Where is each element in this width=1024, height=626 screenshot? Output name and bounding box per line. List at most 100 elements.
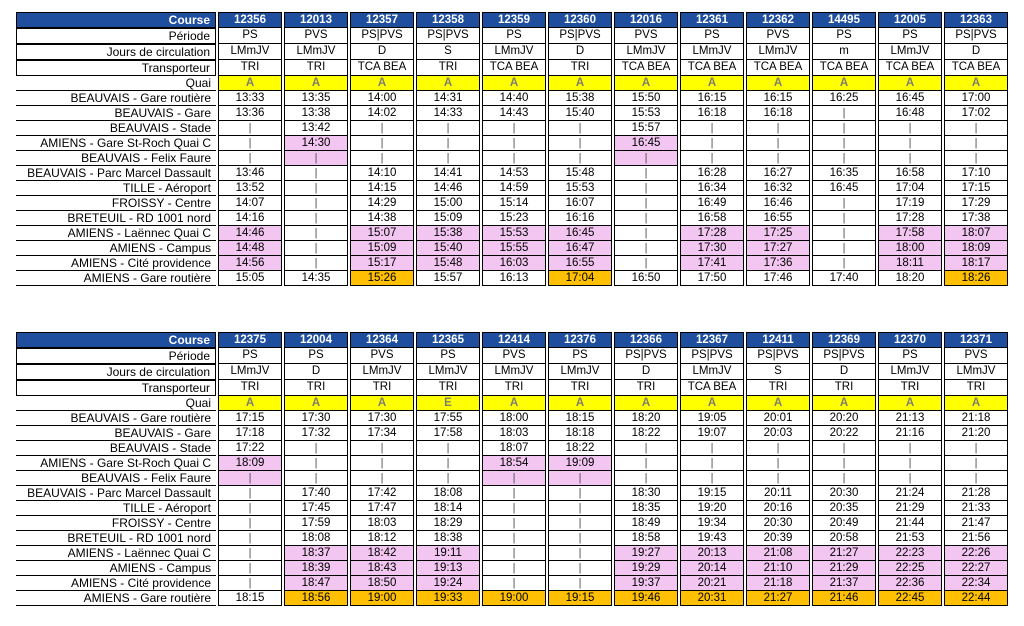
course-number: 12004 xyxy=(284,332,348,348)
time-cell: 19:15 xyxy=(548,591,612,606)
time-cell: 18:08 xyxy=(416,486,480,501)
transporteur-row-label: Transporteur xyxy=(16,60,216,76)
table-row: AMIENS - Laënnec Quai C 14:46 | 15:07 15:38 1… xyxy=(16,226,1008,241)
time-cell: 18:42 xyxy=(350,546,414,561)
table-row: AMIENS - Gare St-Roch Quai C 18:09 | | | 18:5… xyxy=(16,456,1008,471)
no-stop-cell: | xyxy=(614,241,678,256)
periode-value: PS xyxy=(878,348,942,364)
jours-value: m xyxy=(812,44,876,60)
time-cell: 18:54 xyxy=(482,456,546,471)
no-stop-cell: | xyxy=(614,471,678,486)
time-cell: 16:58 xyxy=(878,166,942,181)
course-number: 12367 xyxy=(680,332,744,348)
no-stop-cell: | xyxy=(680,151,744,166)
transporteur-value: TCA BEA xyxy=(944,60,1008,76)
jours-value: LMmJV xyxy=(680,364,744,380)
table-row: BEAUVAIS - Felix Faure | | | | | | | | | | | | xyxy=(16,471,1008,486)
no-stop-cell: | xyxy=(482,151,546,166)
jours-value: LMmJV xyxy=(482,44,546,60)
time-cell: 15:53 xyxy=(548,181,612,196)
time-cell: 16:16 xyxy=(548,211,612,226)
no-stop-cell: | xyxy=(284,166,348,181)
no-stop-cell: | xyxy=(878,136,942,151)
table-row: AMIENS - Gare routière 15:05 14:35 15:26 15:… xyxy=(16,271,1008,286)
time-cell: 15:57 xyxy=(614,121,678,136)
quai-value: A xyxy=(878,396,942,411)
transporteur-value: TRI xyxy=(350,380,414,396)
no-stop-cell: | xyxy=(746,151,810,166)
time-cell: 14:48 xyxy=(218,241,282,256)
no-stop-cell: | xyxy=(812,441,876,456)
course-number: 12360 xyxy=(548,12,612,28)
transporteur-value: TCA BEA xyxy=(614,60,678,76)
time-cell: 17:27 xyxy=(746,241,810,256)
time-cell: 16:07 xyxy=(548,196,612,211)
time-cell: 18:43 xyxy=(350,561,414,576)
transporteur-value: TRI xyxy=(416,60,480,76)
time-cell: 19:27 xyxy=(614,546,678,561)
time-cell: 22:36 xyxy=(878,576,942,591)
time-cell: 21:08 xyxy=(746,546,810,561)
time-cell: 20:35 xyxy=(812,501,876,516)
time-cell: 14:16 xyxy=(218,211,282,226)
time-cell: 17:18 xyxy=(218,426,282,441)
quai-row-label: Quai xyxy=(16,76,216,91)
quai-value: A xyxy=(746,76,810,91)
time-cell: 16:45 xyxy=(878,91,942,106)
no-stop-cell: | xyxy=(680,441,744,456)
time-cell: 18:20 xyxy=(614,411,678,426)
no-stop-cell: | xyxy=(284,196,348,211)
time-cell: 21:10 xyxy=(746,561,810,576)
time-cell: 13:35 xyxy=(284,91,348,106)
time-cell: 14:41 xyxy=(416,166,480,181)
time-cell: 17:41 xyxy=(680,256,744,271)
time-cell: 18:30 xyxy=(614,486,678,501)
time-cell: 18:56 xyxy=(284,591,348,606)
time-cell: 19:29 xyxy=(614,561,678,576)
course-number: 12371 xyxy=(944,332,1008,348)
periode-value: PS xyxy=(548,348,612,364)
transporteur-value: TRI xyxy=(416,380,480,396)
no-stop-cell: | xyxy=(812,241,876,256)
no-stop-cell: | xyxy=(812,151,876,166)
time-cell: 15:48 xyxy=(416,256,480,271)
no-stop-cell: | xyxy=(548,501,612,516)
time-cell: 17:02 xyxy=(944,106,1008,121)
time-cell: 21:44 xyxy=(878,516,942,531)
no-stop-cell: | xyxy=(218,576,282,591)
quai-value: A xyxy=(812,396,876,411)
no-stop-cell: | xyxy=(812,106,876,121)
no-stop-cell: | xyxy=(284,181,348,196)
time-cell: 17:46 xyxy=(746,271,810,286)
station-name: BEAUVAIS - Stade xyxy=(16,441,216,456)
no-stop-cell: | xyxy=(680,471,744,486)
time-cell: 17:28 xyxy=(680,226,744,241)
table-row: AMIENS - Cité providence 14:56 | 15:17 15:48… xyxy=(16,256,1008,271)
time-cell: 21:46 xyxy=(812,591,876,606)
time-cell: 14:46 xyxy=(218,226,282,241)
time-cell: 19:05 xyxy=(680,411,744,426)
jours-value: LMmJV xyxy=(614,44,678,60)
time-cell: 17:34 xyxy=(350,426,414,441)
time-cell: 17:22 xyxy=(218,441,282,456)
no-stop-cell: | xyxy=(548,121,612,136)
table-row: AMIENS - Cité providence | 18:47 18:50 19:24… xyxy=(16,576,1008,591)
time-cell: 15:38 xyxy=(416,226,480,241)
time-cell: 21:33 xyxy=(944,501,1008,516)
course-number: 12357 xyxy=(350,12,414,28)
no-stop-cell: | xyxy=(416,456,480,471)
table-row: AMIENS - Gare St-Roch Quai C | 14:30 | | | | 16… xyxy=(16,136,1008,151)
time-cell: 18:49 xyxy=(614,516,678,531)
transporteur-value: TRI xyxy=(218,380,282,396)
table-row: AMIENS - Laënnec Quai C | 18:37 18:42 19:11 |… xyxy=(16,546,1008,561)
time-cell: 13:36 xyxy=(218,106,282,121)
no-stop-cell: | xyxy=(350,441,414,456)
table-row: Période PS PVS PS|PVS PS|PVS PS PS|PVS PVS PS PVS… xyxy=(16,28,1008,44)
time-cell: 15:53 xyxy=(614,106,678,121)
time-cell: 14:38 xyxy=(350,211,414,226)
no-stop-cell: | xyxy=(614,181,678,196)
no-stop-cell: | xyxy=(614,456,678,471)
time-cell: 21:56 xyxy=(944,531,1008,546)
quai-value: A xyxy=(416,76,480,91)
no-stop-cell: | xyxy=(218,561,282,576)
